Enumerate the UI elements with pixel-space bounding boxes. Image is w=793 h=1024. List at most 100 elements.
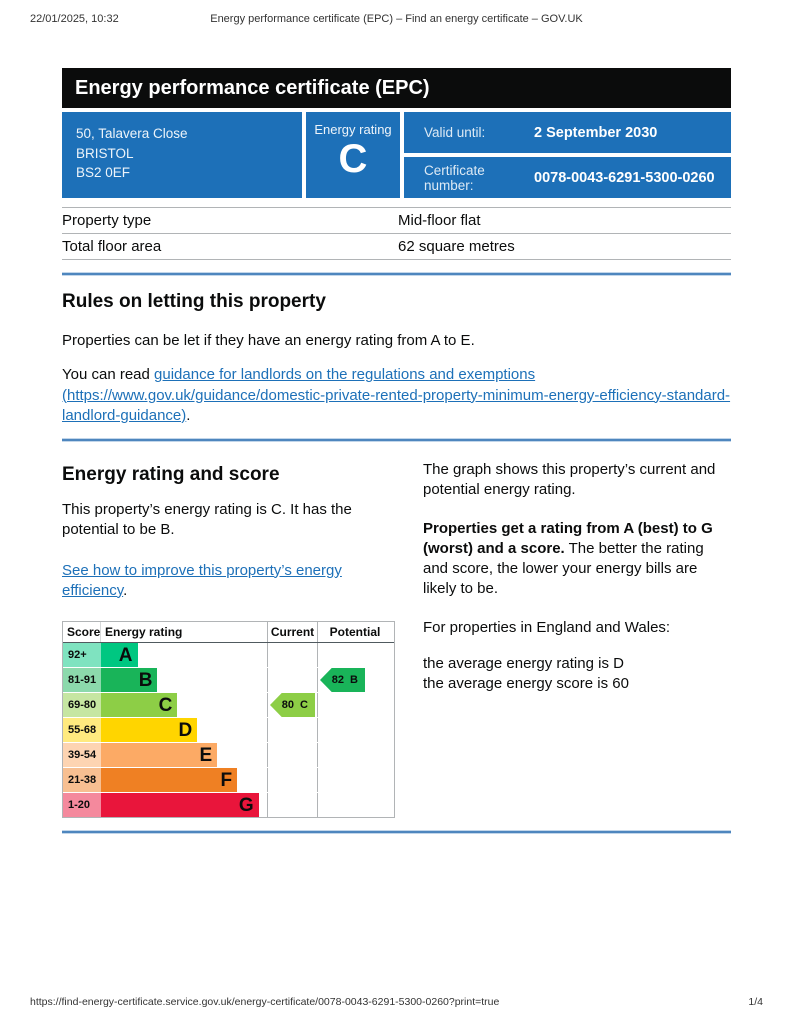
- band-score-range: 92+: [63, 643, 101, 667]
- band-bar-cell: G: [101, 793, 268, 817]
- improve-efficiency-link[interactable]: See how to improve this property’s energ…: [62, 561, 342, 599]
- property-type-label: Property type: [62, 212, 152, 229]
- valid-until-box: Valid until: 2 September 2030: [404, 112, 731, 153]
- potential-column-header: Potential: [329, 625, 381, 639]
- band-letter: E: [199, 744, 213, 766]
- band-letter: C: [158, 694, 173, 716]
- potential-cell: [318, 643, 392, 667]
- current-cell: [268, 793, 318, 817]
- band-bar-g: G: [101, 793, 259, 817]
- potential-cell: [318, 768, 392, 792]
- band-row-g: 1-20 G: [63, 793, 394, 817]
- section-divider: [62, 272, 731, 276]
- graph-band-rows: 92+ A 81-91 B 82 B 69-80 C 80 C 55-68 D 39-54 E 21-3…: [63, 643, 394, 817]
- property-summary-table: Property type Mid-floor flat Total floor…: [62, 207, 731, 260]
- current-column-header: Current: [268, 622, 318, 642]
- floor-area-label: Total floor area: [62, 238, 162, 255]
- band-bar-cell: B: [101, 668, 268, 692]
- england-wales-intro: For properties in England and Wales:: [423, 618, 671, 636]
- address-line-2: BRISTOL: [76, 145, 134, 161]
- band-bar-f: F: [101, 768, 238, 792]
- letting-rules-text: Properties can be let if they have an en…: [62, 332, 475, 349]
- current-cell: 80 C: [268, 693, 318, 717]
- table-row: Property type Mid-floor flat: [62, 208, 731, 234]
- property-type-value: Mid-floor flat: [398, 212, 481, 229]
- address-line-3: BS2 0EF: [76, 165, 131, 181]
- band-bar-d: D: [101, 718, 198, 742]
- potential-cell: [318, 718, 392, 742]
- certificate-content: Energy performance certificate (EPC) 50,…: [62, 0, 731, 834]
- section-divider: [62, 830, 731, 834]
- band-row-c: 69-80 C 80 C: [63, 693, 394, 718]
- band-letter: A: [118, 644, 133, 666]
- band-row-b: 81-91 B 82 B: [63, 668, 394, 693]
- band-bar-b: B: [101, 668, 158, 692]
- address-line-1: 50, Talavera Close: [76, 126, 188, 141]
- floor-area-value: 62 square metres: [398, 238, 515, 255]
- band-score-range: 21-38: [63, 768, 101, 792]
- link-prefix: You can read: [62, 366, 155, 384]
- rating-summary-text: This property’s energy rating is C. It h…: [62, 501, 352, 539]
- landlord-guidance-link[interactable]: guidance for landlords on the regulation…: [62, 366, 731, 424]
- current-cell: [268, 718, 318, 742]
- band-row-d: 55-68 D: [63, 718, 394, 743]
- energy-rating-label: Energy rating: [314, 122, 392, 137]
- rating-section: Energy rating and score This property’s …: [62, 460, 731, 818]
- rating-explanation-bold: Properties get a rating from A (best) to…: [423, 519, 713, 557]
- current-cell: [268, 643, 318, 667]
- graph-description: The graph shows this property’s current …: [423, 461, 716, 499]
- band-bar-cell: A: [101, 643, 268, 667]
- band-score-range: 1-20: [63, 793, 101, 817]
- rating-section-left: Energy rating and score This property’s …: [62, 460, 398, 818]
- property-address: 50, Talavera Close BRISTOL BS2 0EF: [62, 112, 302, 198]
- section-divider: [62, 438, 731, 442]
- band-row-f: 21-38 F: [63, 768, 394, 793]
- print-page-title: Energy performance certificate (EPC) – F…: [210, 13, 583, 25]
- page-title: Energy performance certificate (EPC): [75, 77, 430, 99]
- potential-cell: [318, 693, 392, 717]
- rating-explanation-rest: The better the rating and score, the low…: [423, 539, 704, 598]
- potential-cell: [318, 743, 392, 767]
- band-score-range: 39-54: [63, 743, 101, 767]
- current-cell: [268, 768, 318, 792]
- band-bar-cell: F: [101, 768, 268, 792]
- valid-until-label: Valid until:: [424, 125, 486, 140]
- score-column-header: Score: [63, 622, 101, 642]
- band-bar-e: E: [101, 743, 218, 767]
- energy-rating-graph: Score Energy rating Current Potential 92…: [62, 621, 395, 818]
- band-letter: B: [138, 669, 153, 691]
- band-bar-c: C: [101, 693, 178, 717]
- link-suffix: .: [123, 581, 128, 599]
- potential-rating-arrow: 82 B: [320, 668, 365, 692]
- band-score-range: 81-91: [63, 668, 101, 692]
- certificate-meta: Valid until: 2 September 2030 Certificat…: [404, 112, 731, 198]
- print-datetime: 22/01/2025, 10:32: [30, 13, 119, 25]
- certificate-number-label: Certificate number:: [424, 162, 485, 193]
- print-footer: https://find-energy-certificate.service.…: [30, 996, 763, 1008]
- letting-rules-heading: Rules on letting this property: [62, 291, 326, 312]
- epc-banner: Energy performance certificate (EPC): [62, 68, 731, 108]
- potential-cell: [318, 793, 392, 817]
- current-rating-arrow-label: 80 C: [281, 699, 308, 711]
- page-number: 1/4: [748, 996, 763, 1008]
- band-score-range: 55-68: [63, 718, 101, 742]
- band-bar-cell: C: [101, 693, 268, 717]
- print-url: https://find-energy-certificate.service.…: [30, 996, 500, 1008]
- link-suffix: .: [186, 406, 191, 424]
- average-rating-line: the average energy rating is D: [423, 654, 624, 672]
- letting-rules-link-paragraph: You can read guidance for landlords on t…: [62, 365, 731, 426]
- table-row: Total floor area 62 square metres: [62, 234, 731, 260]
- print-header: 22/01/2025, 10:32 Energy performance cer…: [30, 13, 763, 25]
- improve-link-paragraph: See how to improve this property’s energ…: [62, 561, 398, 602]
- current-cell: [268, 668, 318, 692]
- band-score-range: 69-80: [63, 693, 101, 717]
- band-letter: G: [238, 794, 254, 816]
- band-row-a: 92+ A: [63, 643, 394, 668]
- band-letter: D: [178, 719, 193, 741]
- rating-score-heading: Energy rating and score: [62, 464, 280, 485]
- certificate-number-value: 0078-0043-6291-5300-0260: [534, 169, 715, 186]
- average-score-line: the average energy score is 60: [423, 675, 629, 692]
- current-rating-arrow: 80 C: [270, 693, 315, 717]
- rating-column-header: Energy rating: [101, 622, 268, 642]
